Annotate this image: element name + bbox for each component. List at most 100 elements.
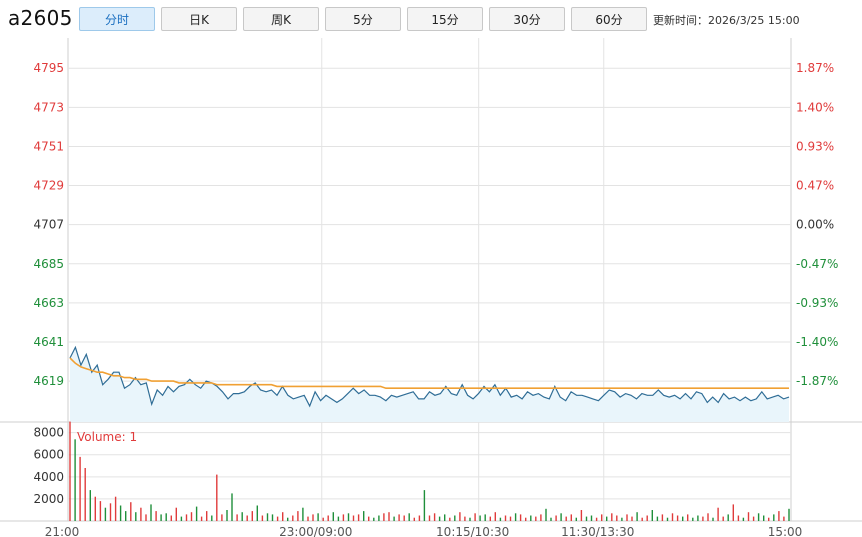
volume-bar [282, 512, 284, 521]
volume-bar [175, 507, 177, 521]
price-tick-label: 4663 [33, 296, 64, 310]
time-tick-label: 10:15/10:30 [436, 525, 509, 537]
volume-tick-label: 6000 [33, 448, 64, 462]
volume-bar [89, 490, 91, 521]
time-tick-label: 15:00 [768, 525, 803, 537]
pct-tick-label: -1.87% [796, 374, 838, 388]
volume-bar [94, 496, 96, 521]
volume-bar [378, 515, 380, 521]
volume-bar [469, 517, 471, 521]
volume-bar [135, 512, 137, 521]
tab-5min[interactable]: 5分 [325, 7, 401, 31]
volume-bar [373, 517, 375, 521]
volume-bar [514, 513, 517, 521]
volume-bar [403, 515, 405, 521]
volume-bar [646, 515, 648, 521]
volume-bar [702, 516, 704, 521]
volume-bar [408, 513, 410, 521]
volume-bar [525, 517, 527, 521]
volume-bar [388, 512, 390, 521]
time-tick-label: 23:00/09:00 [279, 525, 352, 537]
symbol-code: a2605 [8, 6, 73, 30]
volume-bar [423, 490, 426, 521]
pct-tick-label: -1.40% [796, 335, 838, 349]
tab-intraday[interactable]: 分时 [79, 7, 155, 31]
volume-bar [489, 516, 491, 521]
volume-bar [530, 515, 532, 521]
volume-bar [104, 507, 107, 521]
volume-bar [266, 513, 269, 521]
volume-bar [185, 514, 188, 521]
volume-bar [454, 515, 456, 521]
volume-bar [200, 516, 203, 521]
pct-tick-label: -0.93% [796, 296, 838, 310]
volume-bar [484, 514, 486, 521]
tab-60min[interactable]: 60分 [571, 7, 647, 31]
volume-bar [165, 513, 167, 521]
time-tick-label: 21:00 [45, 525, 80, 537]
volume-bar [621, 517, 623, 521]
volume-bar [140, 507, 142, 521]
volume-bar [352, 515, 355, 521]
volume-bar [170, 515, 172, 521]
price-tick-label: 4795 [33, 61, 64, 75]
volume-bar [666, 517, 669, 521]
volume-bar [206, 511, 208, 521]
volume-bar [504, 515, 507, 521]
price-tick-label: 4641 [33, 335, 64, 349]
volume-bar [509, 516, 512, 521]
volume-bar [444, 514, 446, 521]
volume-bar [322, 517, 324, 521]
tab-weekly-k[interactable]: 周K [243, 7, 319, 31]
intraday-chart[interactable]: 4795 1.87% 4773 1.40% 4751 0.93% 4729 0.47% 4707… [0, 38, 862, 537]
price-tick-label: 4619 [33, 374, 64, 388]
update-time-value: 2026/3/25 15:00 [708, 14, 800, 27]
volume-bar [130, 502, 132, 521]
price-tick-label: 4773 [33, 100, 64, 114]
volume-bar [180, 516, 183, 521]
volume-bar [256, 505, 258, 521]
volume-bar [261, 515, 264, 521]
volume-bar [190, 512, 193, 521]
pct-tick-label: -0.47% [796, 257, 838, 271]
volume-bar [398, 514, 400, 521]
pct-tick-label: 0.93% [796, 139, 834, 153]
tab-15min[interactable]: 15分 [407, 7, 483, 31]
volume-bar [519, 514, 522, 521]
volume-tick-label: 4000 [33, 470, 64, 484]
volume-bar [84, 468, 86, 521]
volume-bar [778, 511, 780, 521]
volume-bar [69, 421, 71, 521]
volume-bar [368, 516, 370, 521]
volume-bar [211, 515, 213, 521]
price-line [69, 345, 790, 408]
volume-bar [241, 512, 243, 521]
volume-bar [383, 513, 385, 521]
volume-bar [363, 511, 365, 521]
volume-bar [575, 517, 577, 521]
volume-bar [788, 508, 790, 521]
tab-30min[interactable]: 30分 [489, 7, 565, 31]
volume-bar [570, 514, 572, 521]
volume-bar [692, 517, 694, 521]
volume-bar [332, 512, 334, 521]
volume-bar [727, 514, 729, 521]
volume-bar [221, 514, 223, 521]
volume-bar [768, 517, 770, 521]
volume-bar [555, 515, 557, 521]
volume-bar [651, 510, 653, 521]
volume-bar [661, 514, 664, 521]
volume-bar [737, 515, 740, 521]
price-tick-label: 4729 [33, 179, 64, 193]
volume-bar [216, 474, 218, 521]
pct-tick-label: 0.00% [796, 218, 834, 232]
volume-bar [585, 516, 588, 521]
volume-bar [611, 513, 613, 521]
volume-bar [722, 516, 724, 521]
volume-bar [317, 513, 319, 521]
pct-tick-label: 1.87% [796, 61, 834, 75]
volume-bar [595, 517, 598, 521]
tab-daily-k[interactable]: 日K [161, 7, 237, 31]
volume-bar [565, 516, 567, 521]
volume-bar [125, 511, 127, 521]
